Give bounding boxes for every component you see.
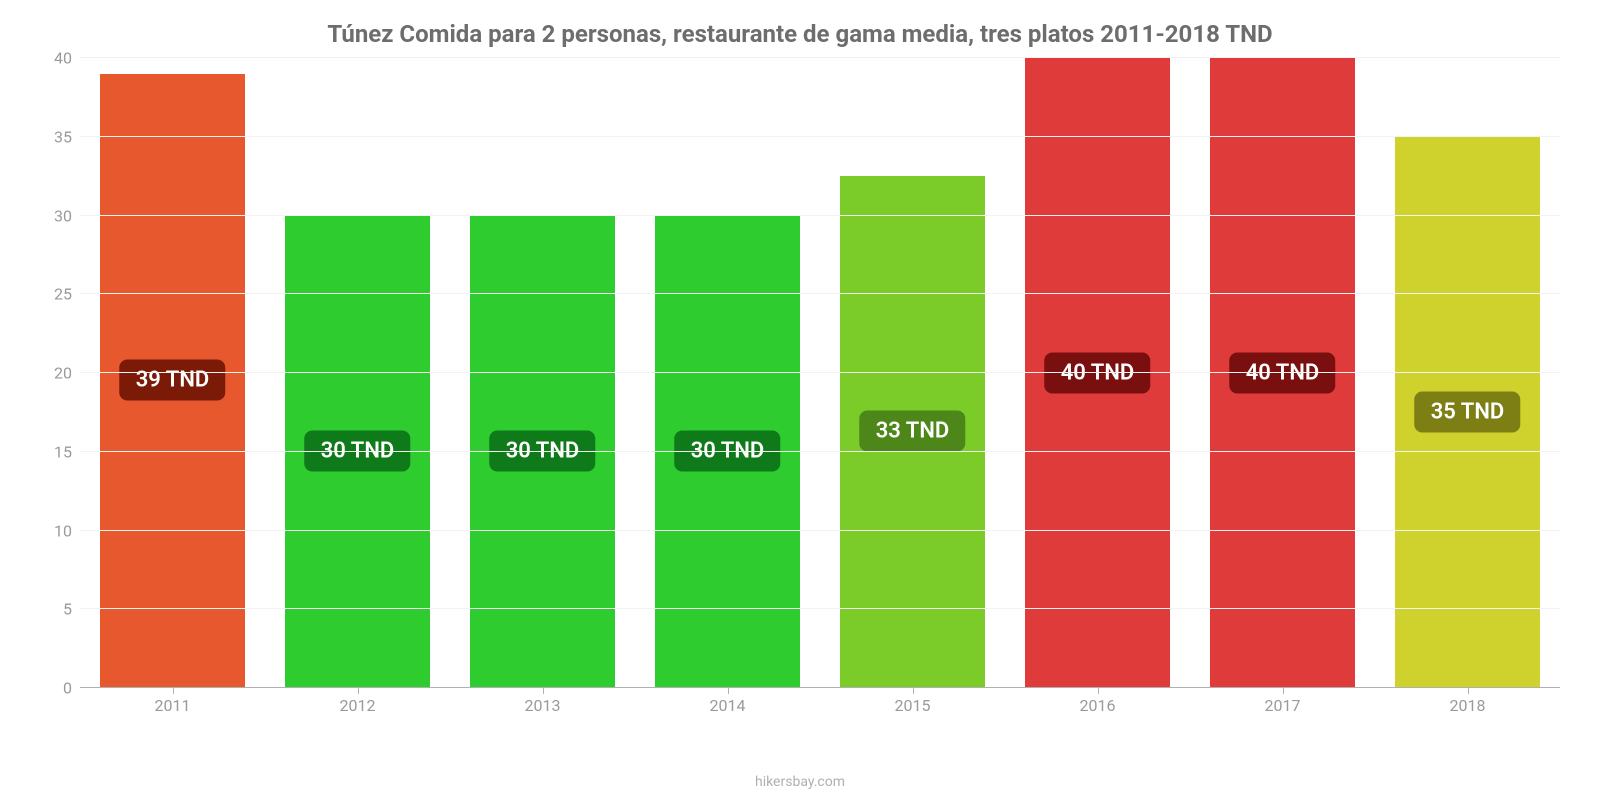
x-tick-mark bbox=[1283, 688, 1284, 694]
y-tick-label: 20 bbox=[54, 364, 72, 383]
x-tick-label: 2017 bbox=[1190, 690, 1375, 718]
x-tick-mark bbox=[358, 688, 359, 694]
chart-title: Túnez Comida para 2 personas, restaurant… bbox=[40, 20, 1560, 48]
y-tick-label: 10 bbox=[54, 521, 72, 540]
grid-line bbox=[80, 530, 1560, 531]
bars-area: 39 TND30 TND30 TND30 TND33 TND40 TND40 T… bbox=[80, 58, 1560, 688]
y-tick-label: 5 bbox=[63, 600, 72, 619]
grid-line bbox=[80, 215, 1560, 216]
x-axis: 20112012201320142015201620172018 bbox=[80, 690, 1560, 718]
plot-area: 0510152025303540 39 TND30 TND30 TND30 TN… bbox=[40, 58, 1560, 718]
y-axis: 0510152025303540 bbox=[40, 58, 80, 688]
bar: 39 TND bbox=[100, 74, 244, 687]
bar-value-badge: 39 TND bbox=[120, 360, 225, 401]
grid-line bbox=[80, 687, 1560, 688]
x-tick-mark bbox=[728, 688, 729, 694]
grid-line bbox=[80, 372, 1560, 373]
x-tick-label: 2011 bbox=[80, 690, 265, 718]
grid-line bbox=[80, 136, 1560, 137]
x-tick-label: 2018 bbox=[1375, 690, 1560, 718]
x-tick-label: 2013 bbox=[450, 690, 635, 718]
x-tick-mark bbox=[543, 688, 544, 694]
y-tick-label: 40 bbox=[54, 49, 72, 68]
bar-value-badge: 35 TND bbox=[1415, 391, 1520, 432]
grid-line bbox=[80, 608, 1560, 609]
x-tick-mark bbox=[1468, 688, 1469, 694]
credit-text: hikersbay.com bbox=[0, 774, 1600, 790]
x-tick-mark bbox=[913, 688, 914, 694]
y-tick-label: 35 bbox=[54, 127, 72, 146]
grid-line bbox=[80, 451, 1560, 452]
bar-value-badge: 33 TND bbox=[860, 411, 965, 452]
x-tick-label: 2014 bbox=[635, 690, 820, 718]
x-tick-label: 2012 bbox=[265, 690, 450, 718]
x-tick-label: 2016 bbox=[1005, 690, 1190, 718]
grid-line bbox=[80, 293, 1560, 294]
chart-container: Túnez Comida para 2 personas, restaurant… bbox=[0, 0, 1600, 800]
y-tick-label: 25 bbox=[54, 285, 72, 304]
grid-line bbox=[80, 57, 1560, 58]
bar: 35 TND bbox=[1395, 137, 1539, 687]
x-tick-label: 2015 bbox=[820, 690, 1005, 718]
y-tick-label: 0 bbox=[63, 679, 72, 698]
y-tick-label: 30 bbox=[54, 206, 72, 225]
x-tick-mark bbox=[173, 688, 174, 694]
y-tick-label: 15 bbox=[54, 442, 72, 461]
bar: 33 TND bbox=[840, 176, 984, 687]
x-tick-mark bbox=[1098, 688, 1099, 694]
